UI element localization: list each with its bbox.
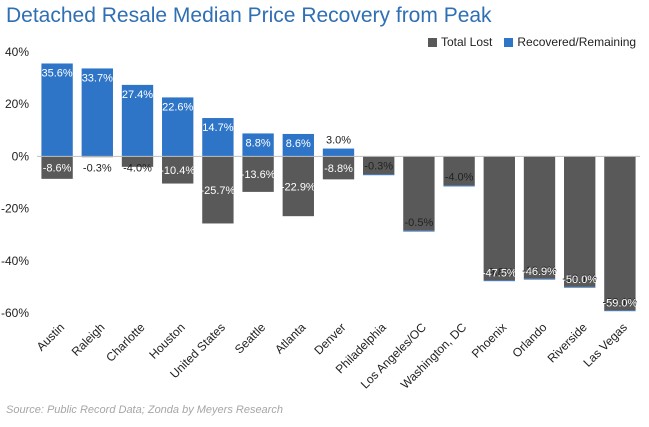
bar-recovered [564, 286, 596, 288]
bar-recovered [604, 310, 636, 312]
bar-total-lost [604, 156, 636, 311]
data-label-recovered: -16.1% [562, 273, 597, 285]
data-label-total-lost: -50.0% [562, 274, 597, 286]
x-tick-label: Atlanta [272, 320, 309, 357]
bar-recovered [242, 133, 274, 157]
x-tick-label: Denver [311, 320, 348, 357]
x-tick-label: Raleigh [69, 320, 108, 359]
legend-item-recovered: Recovered/Remaining [504, 35, 636, 49]
bar-total-lost [443, 156, 475, 186]
bar-total-lost [403, 156, 435, 231]
y-tick-label: -20% [1, 202, 29, 216]
bar-recovered [483, 280, 515, 282]
data-label-recovered: 33.7% [82, 72, 113, 84]
legend-swatch-recovered [504, 37, 514, 47]
bar-recovered [282, 133, 314, 157]
data-label-recovered: -23.1% [602, 296, 637, 308]
y-tick-label: 40% [5, 45, 29, 59]
x-tick-label: Orlando [510, 320, 550, 360]
data-label-recovered: -0.5% [405, 217, 434, 229]
bar-recovered [443, 185, 475, 187]
data-label-total-lost: -25.7% [200, 185, 235, 197]
y-tick-label: -60% [1, 306, 29, 320]
data-label-total-lost: -6.9% [364, 178, 393, 190]
y-tick-label: -40% [1, 254, 29, 268]
bar-recovered [363, 174, 395, 176]
chart-title: Detached Resale Median Price Recovery fr… [6, 4, 492, 27]
data-label-recovered: 35.6% [41, 67, 72, 79]
bar-recovered [322, 148, 355, 157]
bar-recovered [81, 68, 113, 157]
x-tick-label: Las Vegas [580, 320, 630, 370]
data-label-total-lost: -22.9% [281, 181, 316, 193]
data-label-total-lost: -10.4% [160, 165, 195, 177]
x-tick-label: Phoenix [469, 320, 510, 361]
data-label-recovered: 14.7% [202, 122, 233, 134]
data-label-recovered: -9.8% [485, 266, 514, 278]
y-tick-label: 20% [5, 97, 29, 111]
data-label-total-lost: -13.6% [241, 169, 276, 181]
bar-total-lost [363, 156, 395, 175]
bar-recovered [202, 118, 234, 157]
data-label-recovered: 27.4% [122, 89, 153, 101]
data-label-recovered: -4.0% [445, 172, 474, 184]
bar-total-lost [242, 156, 274, 192]
chart-legend: Total Lost Recovered/Remaining [428, 35, 648, 49]
bar-total-lost [564, 156, 596, 287]
data-label-recovered: 22.6% [162, 101, 193, 113]
bar-total-lost [202, 156, 234, 224]
bar-recovered [41, 63, 73, 157]
data-label-recovered: -10.6% [522, 265, 557, 277]
bar-total-lost [121, 156, 154, 167]
data-label-recovered: 8.8% [246, 137, 271, 149]
x-tick-label: Austin [34, 320, 67, 353]
bar-total-lost [483, 156, 515, 281]
bar-total-lost [282, 156, 314, 217]
legend-swatch-total-lost [428, 37, 437, 47]
legend-label-total-lost: Total Lost [441, 35, 493, 49]
bar-total-lost [41, 156, 73, 179]
bar-recovered [403, 230, 435, 232]
bar-recovered [121, 84, 154, 157]
data-label-recovered: -0.3% [364, 160, 393, 172]
bar-total-lost [162, 156, 194, 184]
data-label-total-lost: -28.5% [401, 235, 436, 247]
data-label-total-lost: -4.0% [123, 162, 152, 174]
data-label-total-lost: -11.2% [442, 190, 476, 202]
data-label-total-lost: -0.3% [83, 162, 112, 174]
data-label-recovered: 8.6% [286, 138, 311, 150]
data-label-total-lost: -59.0% [602, 297, 637, 309]
legend-label-recovered: Recovered/Remaining [517, 35, 637, 49]
legend-item-total-lost: Total Lost [428, 35, 492, 49]
source-note: Source: Public Record Data; Zonda by Mey… [6, 404, 283, 416]
y-tick-label: 0% [12, 149, 30, 163]
data-label-total-lost: -8.8% [324, 163, 353, 175]
bar-recovered [523, 278, 556, 280]
data-label-total-lost: -47.5% [482, 267, 517, 279]
data-label-recovered: 3.0% [326, 135, 351, 147]
bar-total-lost [322, 156, 355, 180]
data-label-total-lost: -46.9% [522, 266, 557, 278]
x-tick-label: Charlotte [103, 320, 148, 365]
bar-recovered [162, 97, 194, 157]
bar-total-lost [523, 156, 556, 279]
data-label-total-lost: -8.6% [43, 163, 72, 175]
x-tick-label: Seattle [232, 320, 269, 357]
